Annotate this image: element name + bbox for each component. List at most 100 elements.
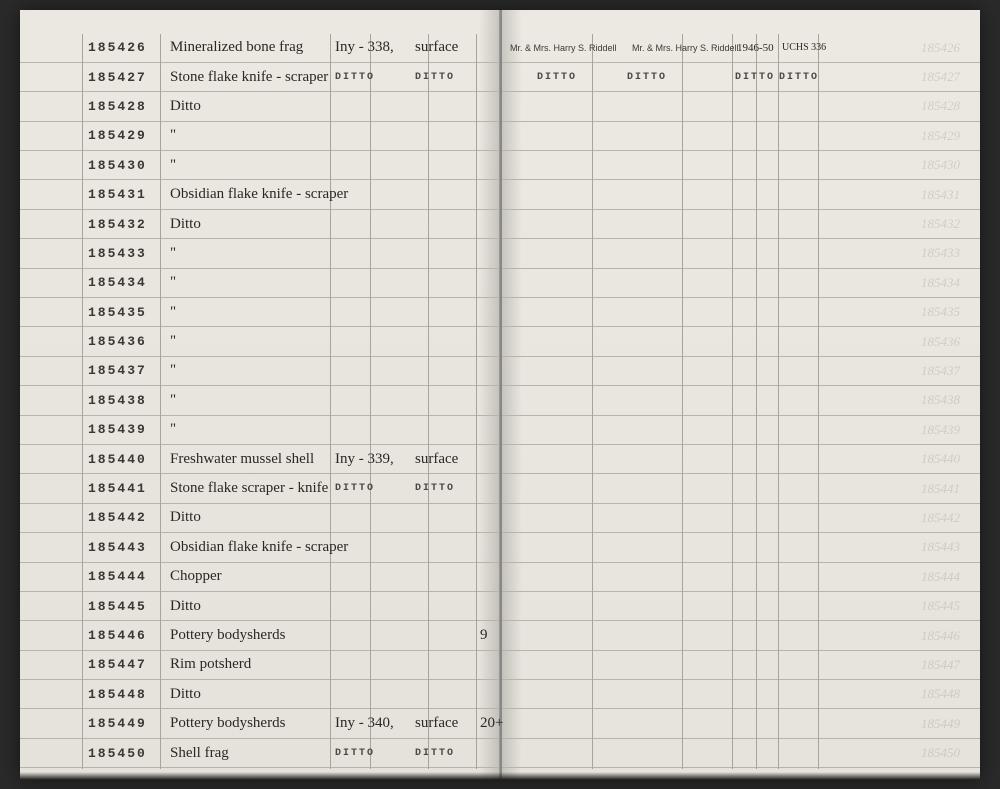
- ledger-row: Mr. & Mrs. Harry S. RiddellMr. & Mrs. Ha…: [502, 34, 980, 63]
- description: Ditto: [170, 98, 201, 115]
- description: ": [170, 421, 176, 438]
- column-rule: [682, 34, 683, 769]
- bleed-through-text: 185432: [921, 216, 960, 232]
- bleed-through-text: 185430: [921, 157, 960, 173]
- description: Freshwater mussel shell: [170, 451, 314, 468]
- bleed-through-text: 185449: [921, 716, 960, 732]
- description: Pottery bodysherds: [170, 627, 285, 644]
- catalog-id: 185438: [88, 393, 147, 408]
- bleed-through-text: 185439: [921, 422, 960, 438]
- description: ": [170, 274, 176, 291]
- surface: surface: [415, 715, 458, 732]
- bleed-through-text: 185429: [921, 128, 960, 144]
- bleed-through-text: 185446: [921, 628, 960, 644]
- catalog-id: 185435: [88, 305, 147, 320]
- ledger-row: 185441: [502, 474, 980, 503]
- locality: Iny - 338,: [335, 39, 394, 56]
- ledger-row: 185431: [502, 180, 980, 209]
- surface: DITTO: [415, 748, 455, 759]
- bleed-through-text: 185438: [921, 392, 960, 408]
- bleed-through-text: 185426: [921, 40, 960, 56]
- description: ": [170, 245, 176, 262]
- bleed-through-text: 185433: [921, 245, 960, 261]
- column-rule: [160, 34, 161, 769]
- ledger-row: 185437: [502, 357, 980, 386]
- description: ": [170, 362, 176, 379]
- description: ": [170, 392, 176, 409]
- locality: Iny - 339,: [335, 451, 394, 468]
- description: Ditto: [170, 216, 201, 233]
- description: Chopper: [170, 568, 222, 585]
- right-page: Mr. & Mrs. Harry S. RiddellMr. & Mrs. Ha…: [500, 10, 980, 780]
- ledger-row: 185430: [502, 151, 980, 180]
- description: Obsidian flake knife - scraper: [170, 186, 348, 203]
- accession-ref: UCHS 336: [782, 42, 826, 53]
- ledger-row: DITTO DITTO DITTO DITTO 185427: [502, 63, 980, 92]
- surface: DITTO: [415, 72, 455, 83]
- bleed-through-text: 185448: [921, 686, 960, 702]
- ledger-row: 185428: [502, 92, 980, 121]
- ledger-row: 185447: [502, 651, 980, 680]
- column-rule: [778, 34, 779, 769]
- quantity: 9: [480, 627, 488, 644]
- catalog-id: 185432: [88, 217, 147, 232]
- catalog-id: 185439: [88, 422, 147, 437]
- column-rule: [756, 34, 757, 769]
- ditto-mark: DITTO: [537, 72, 577, 83]
- catalog-id: 185427: [88, 70, 147, 85]
- description: Rim potsherd: [170, 656, 251, 673]
- column-rule: [82, 34, 83, 769]
- catalog-id: 185428: [88, 99, 147, 114]
- ledger-row: 185436: [502, 327, 980, 356]
- catalog-id: 185440: [88, 452, 147, 467]
- bleed-through-text: 185450: [921, 745, 960, 761]
- description: Pottery bodysherds: [170, 715, 285, 732]
- column-rule: [818, 34, 819, 769]
- column-rule: [476, 34, 477, 769]
- catalog-id: 185449: [88, 716, 147, 731]
- description: ": [170, 127, 176, 144]
- surface: surface: [415, 451, 458, 468]
- date-range: 1946-50: [737, 42, 774, 54]
- column-rule: [330, 34, 331, 769]
- catalog-id: 185429: [88, 128, 147, 143]
- ledger-row: 185442: [502, 504, 980, 533]
- column-rule: [428, 34, 429, 769]
- catalog-id: 185447: [88, 657, 147, 672]
- collector-name: Mr. & Mrs. Harry S. Riddell: [510, 43, 617, 53]
- catalog-id: 185443: [88, 540, 147, 555]
- ledger-row: 185449: [502, 709, 980, 738]
- bleed-through-text: 185444: [921, 569, 960, 585]
- bleed-through-text: 185431: [921, 187, 960, 203]
- surface: surface: [415, 39, 458, 56]
- bleed-through-text: 185436: [921, 334, 960, 350]
- ledger-row: 185446: [502, 621, 980, 650]
- ditto-mark: DITTO: [627, 72, 667, 83]
- catalog-id: 185450: [88, 746, 147, 761]
- ledger-row: 185450: [502, 739, 980, 768]
- description: ": [170, 333, 176, 350]
- ledger-row: 185443: [502, 533, 980, 562]
- description: Ditto: [170, 598, 201, 615]
- ledger-row: 185438: [502, 386, 980, 415]
- ledger-row: 185448: [502, 680, 980, 709]
- description: Stone flake knife - scraper: [170, 69, 328, 86]
- ditto-mark: DITTO: [779, 72, 819, 83]
- bleed-through-text: 185443: [921, 539, 960, 555]
- ledger-row: 185435: [502, 298, 980, 327]
- ledger-row: 185429: [502, 122, 980, 151]
- description: Obsidian flake knife - scraper: [170, 539, 348, 556]
- locality: DITTO: [335, 748, 375, 759]
- description: Ditto: [170, 686, 201, 703]
- catalog-id: 185431: [88, 187, 147, 202]
- bleed-through-text: 185428: [921, 98, 960, 114]
- description: Mineralized bone frag: [170, 39, 303, 56]
- ledger-row: 185439: [502, 416, 980, 445]
- description: ": [170, 304, 176, 321]
- ledger-row: 185433: [502, 239, 980, 268]
- bleed-through-text: 185427: [921, 69, 960, 85]
- ledger-book: 185426 Mineralized bone frag Iny - 338, sur…: [20, 10, 980, 780]
- surface: DITTO: [415, 483, 455, 494]
- column-rule: [592, 34, 593, 769]
- ditto-mark: DITTO: [735, 72, 775, 83]
